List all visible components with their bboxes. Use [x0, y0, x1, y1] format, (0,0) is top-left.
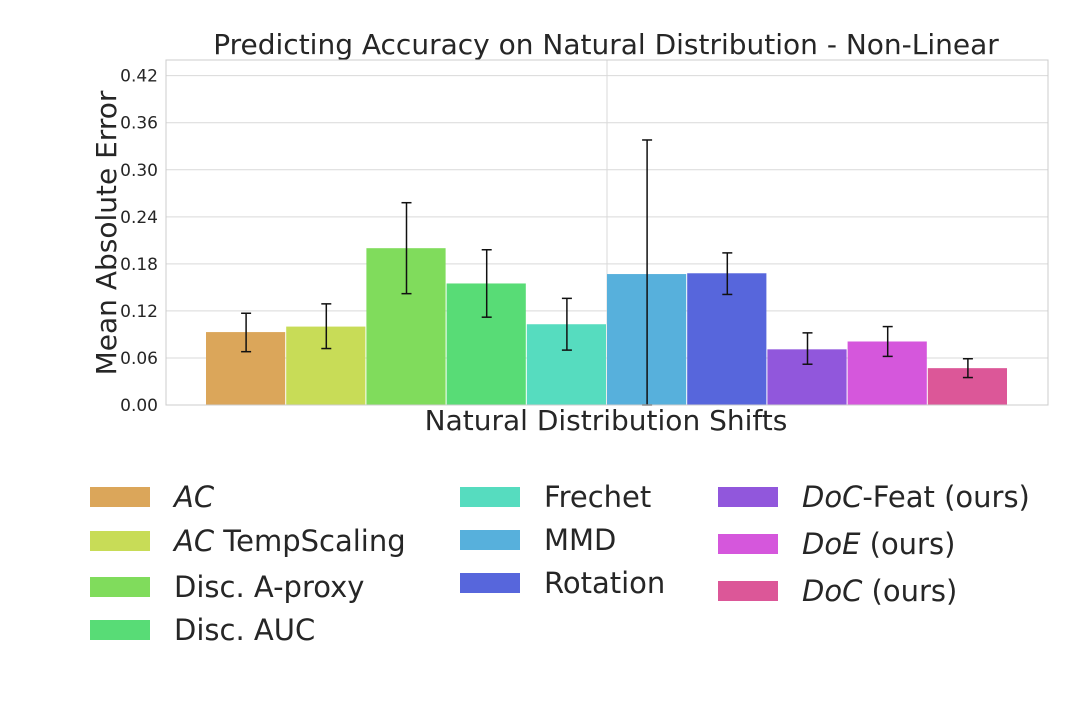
plot-frame — [165, 59, 1049, 406]
error-bars-group — [241, 139, 973, 406]
y-tick-label: 0.18 — [120, 255, 158, 275]
y-tick-label: 0.30 — [120, 161, 158, 181]
y-tick-label: 0.12 — [120, 302, 158, 322]
y-tick-label: 0.36 — [120, 114, 158, 134]
bar-rotation — [687, 273, 767, 405]
y-tick-label: 0.06 — [120, 349, 158, 369]
y-axis-label: Mean Absolute Error — [90, 90, 123, 375]
y-tick-label: 0.24 — [120, 208, 158, 228]
y-tick-labels: 0.00 0.06 0.12 0.18 0.24 0.30 0.36 0.42 — [120, 67, 158, 416]
y-tick-label: 0.42 — [120, 67, 158, 87]
chart-title: Predicting Accuracy on Natural Distribut… — [213, 28, 999, 61]
x-axis-label: Natural Distribution Shifts — [425, 404, 788, 437]
y-tick-label: 0.00 — [120, 396, 158, 416]
bars-group — [206, 248, 1007, 405]
